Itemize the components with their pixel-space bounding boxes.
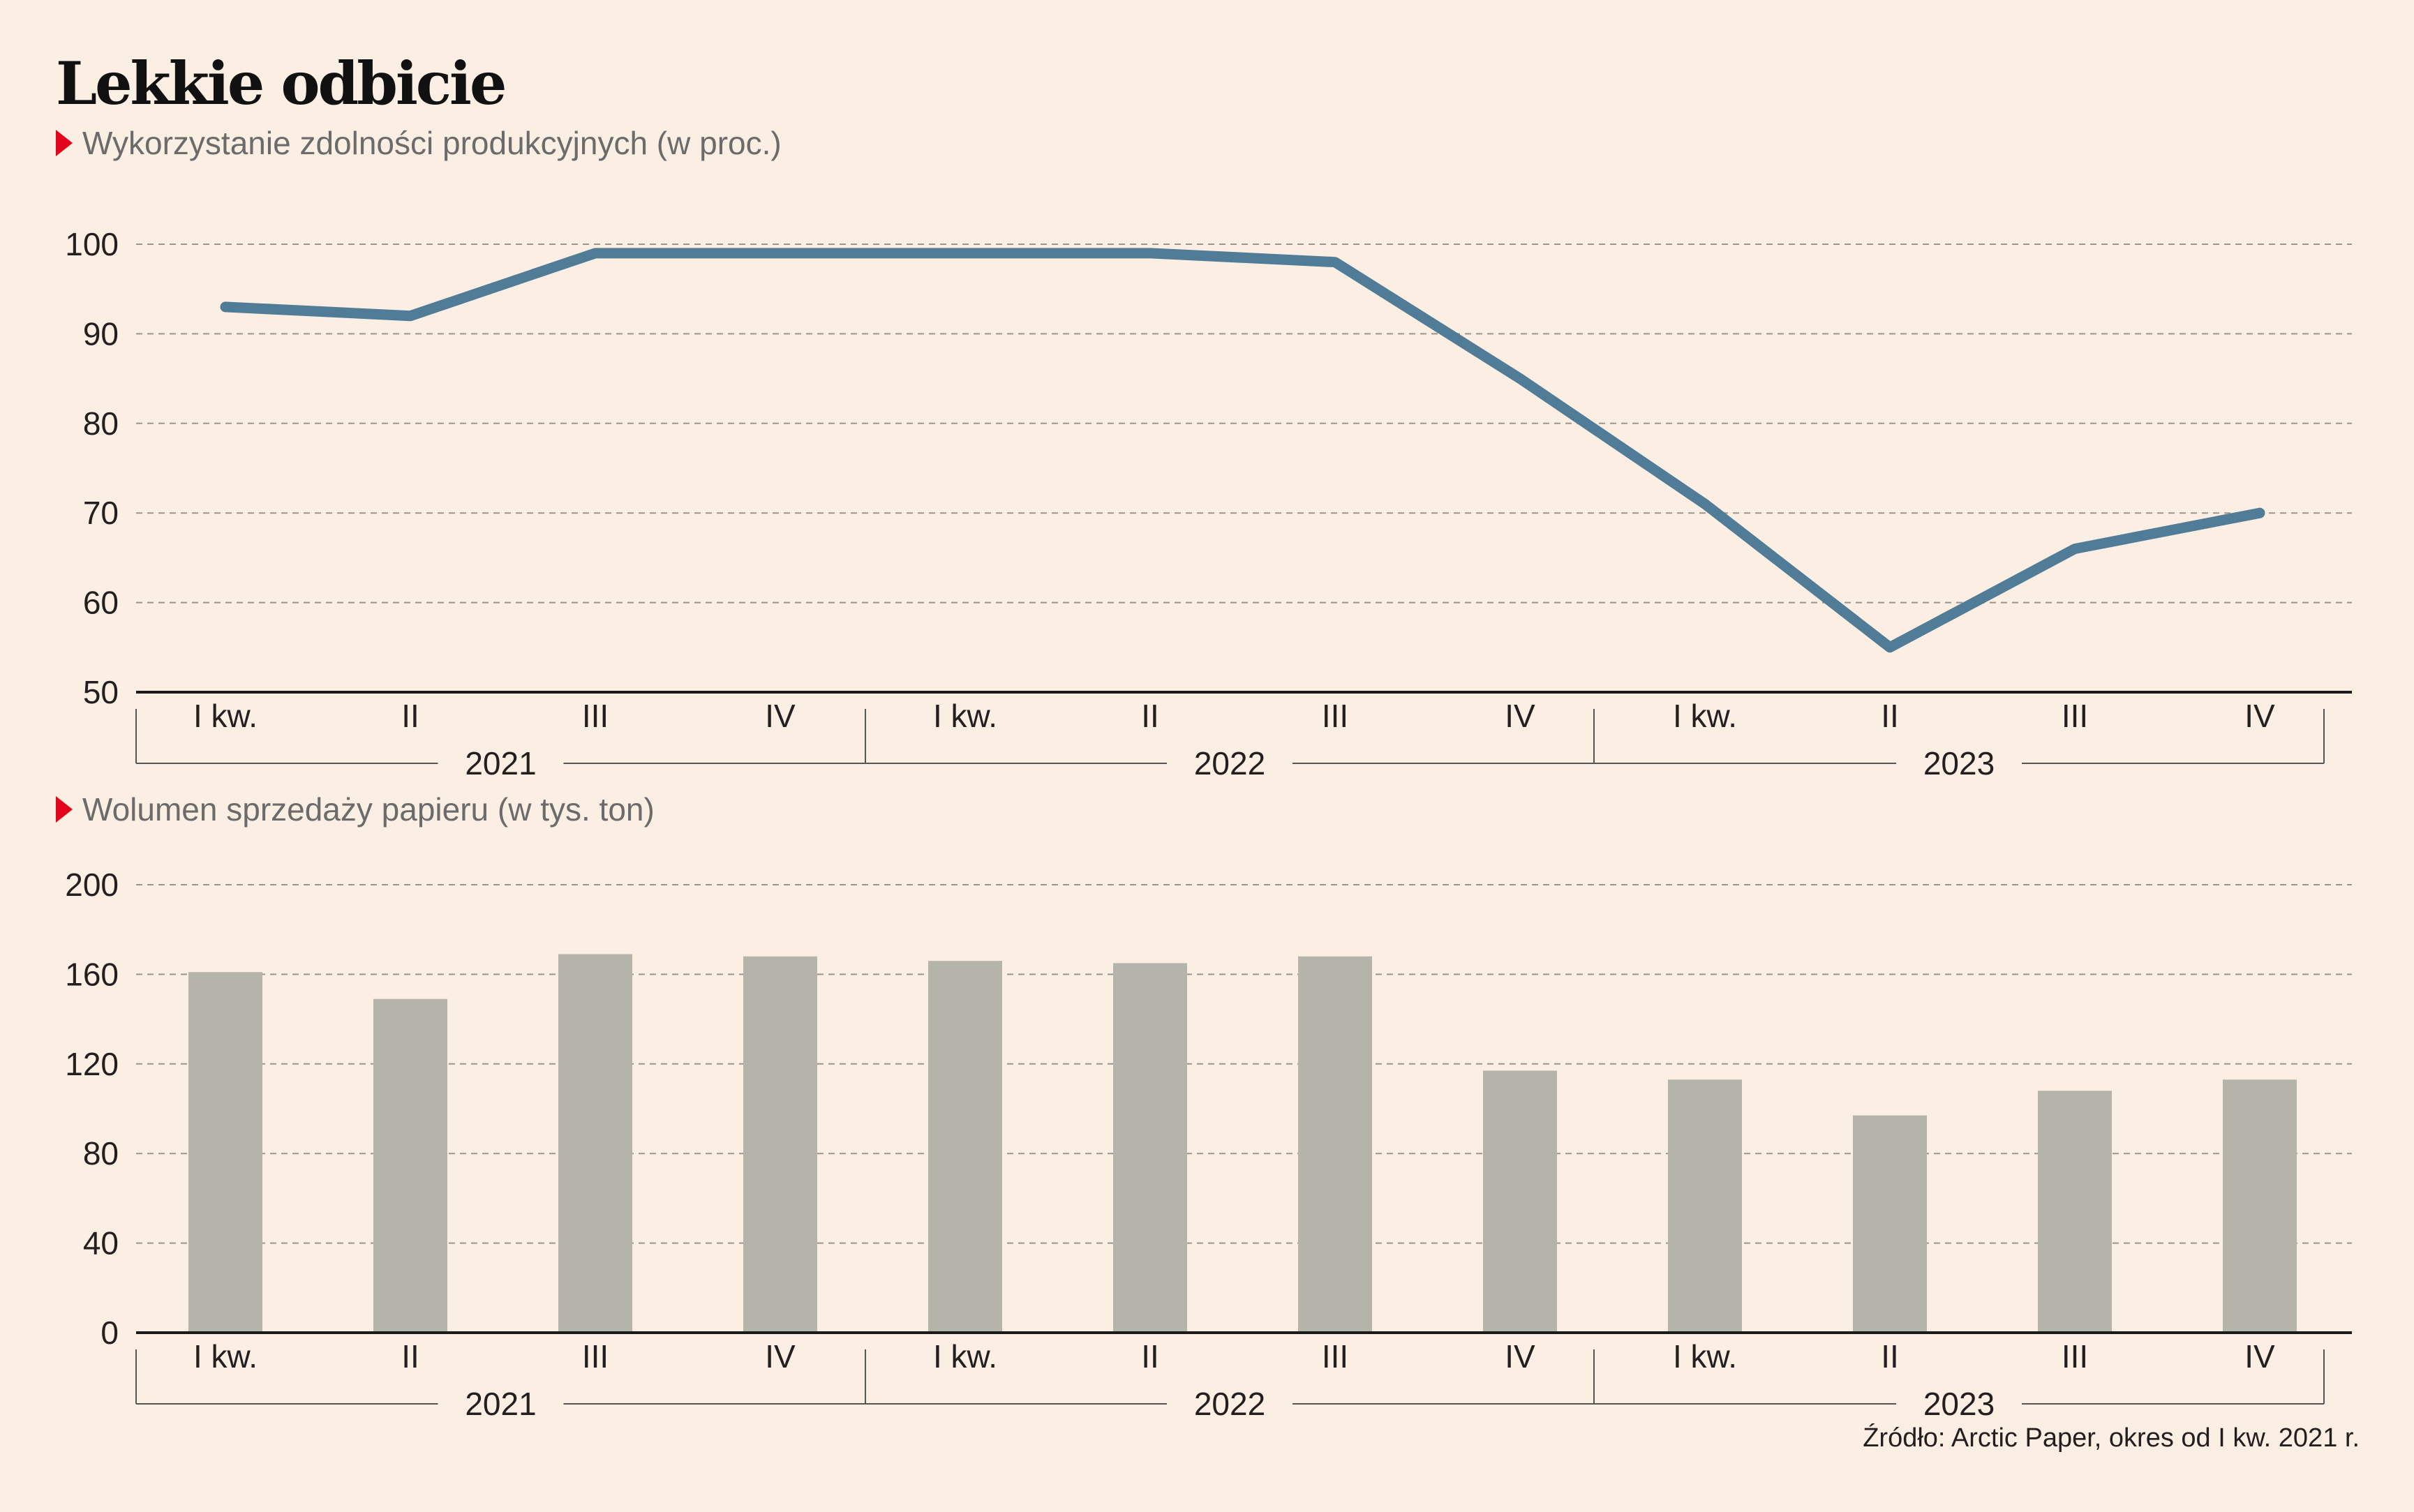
y-tick-label: 50 (83, 674, 119, 710)
line-chart-subtitle-text: Wykorzystanie zdolności produkcyjnych (w… (82, 125, 782, 161)
x-tick-label: IV (2244, 1338, 2275, 1375)
bar-chart-subtitle-text: Wolumen sprzedaży papieru (w tys. ton) (82, 791, 655, 828)
bar-chart-subtitle: Wolumen sprzedaży papieru (w tys. ton) (56, 791, 655, 828)
y-tick-label: 200 (65, 867, 119, 903)
y-tick-label: 40 (83, 1225, 119, 1262)
year-label: 2023 (1923, 745, 1995, 781)
x-tick-label: I kw. (1673, 1338, 1737, 1375)
x-tick-label: II (401, 698, 419, 734)
bar (558, 954, 632, 1331)
bar (1853, 1115, 1927, 1331)
bar (2223, 1079, 2297, 1331)
x-tick-label: III (582, 698, 609, 734)
year-label: 2021 (465, 1386, 536, 1422)
x-tick-label: IV (765, 1338, 796, 1375)
series-line (220, 248, 2265, 653)
x-tick-label: III (2062, 1338, 2088, 1375)
bar (1298, 956, 1372, 1331)
x-tick-label: II (1881, 1338, 1899, 1375)
red-triangle-marker-icon (56, 796, 73, 823)
x-tick-label: II (1141, 698, 1159, 734)
year-label: 2022 (1194, 745, 1265, 781)
x-tick-label: III (1322, 1338, 1348, 1375)
y-tick-label: 160 (65, 956, 119, 992)
line-chart-subtitle: Wykorzystanie zdolności produkcyjnych (w… (56, 124, 782, 162)
x-tick-label: II (401, 1338, 419, 1375)
x-tick-label: I kw. (933, 1338, 997, 1375)
x-tick-label: III (2062, 698, 2088, 734)
y-tick-label: 90 (83, 315, 119, 352)
x-tick-label: III (1322, 698, 1348, 734)
y-tick-label: 80 (83, 1135, 119, 1172)
y-tick-label: 120 (65, 1046, 119, 1082)
y-tick-label: 0 (100, 1315, 119, 1351)
year-label: 2021 (465, 745, 536, 781)
bar (373, 998, 447, 1331)
red-triangle-marker-icon (56, 130, 73, 156)
bar (2038, 1091, 2112, 1331)
x-tick-label: IV (765, 698, 796, 734)
bar (1113, 963, 1187, 1331)
source-note: Źródło: Arctic Paper, okres od I kw. 202… (1863, 1423, 2360, 1453)
chart-title: Lekkie odbicie (56, 49, 507, 118)
y-tick-label: 60 (83, 585, 119, 621)
x-tick-label: IV (1505, 1338, 1535, 1375)
bar (928, 961, 1002, 1331)
x-tick-label: III (582, 1338, 609, 1375)
x-tick-label: I kw. (193, 1338, 258, 1375)
x-tick-label: II (1141, 1338, 1159, 1375)
y-tick-label: 100 (65, 226, 119, 262)
y-tick-label: 70 (83, 495, 119, 531)
bar (743, 956, 817, 1331)
x-tick-label: IV (1505, 698, 1535, 734)
x-tick-label: II (1881, 698, 1899, 734)
y-tick-label: 80 (83, 405, 119, 442)
bar (1668, 1079, 1742, 1331)
x-tick-label: I kw. (193, 698, 258, 734)
year-label: 2023 (1923, 1386, 1995, 1422)
year-label: 2022 (1194, 1386, 1265, 1422)
x-tick-label: I kw. (933, 698, 997, 734)
x-tick-label: I kw. (1673, 698, 1737, 734)
bar (188, 972, 262, 1331)
x-tick-label: IV (2244, 698, 2275, 734)
bar (1483, 1070, 1557, 1331)
